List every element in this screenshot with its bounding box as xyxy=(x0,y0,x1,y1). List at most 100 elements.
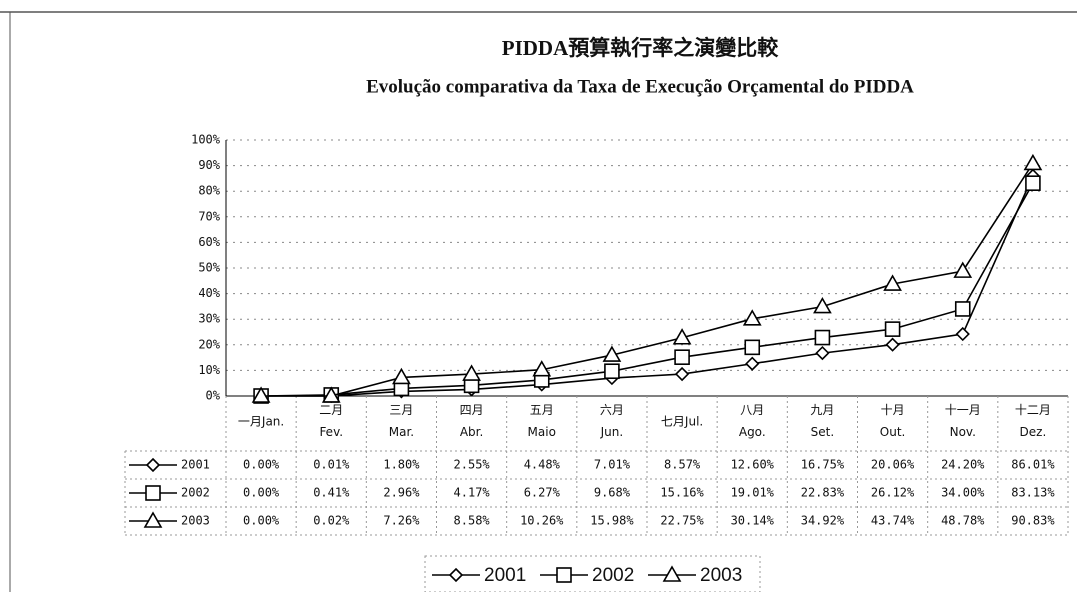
data-label: 83.13% xyxy=(1011,486,1055,500)
x-tick-label-line: Set. xyxy=(811,425,835,439)
x-tick-label: 九月 Set. xyxy=(810,403,834,439)
marker xyxy=(674,366,690,382)
chart-subtitle: Evolução comparativa da Taxa de Execução… xyxy=(366,76,914,97)
data-label: 2.96% xyxy=(383,486,420,500)
marker xyxy=(742,309,762,326)
y-tick-label: 70% xyxy=(198,209,220,223)
data-label: 6.27% xyxy=(524,486,561,500)
marker xyxy=(532,360,552,377)
chart-title: PIDDA預算執行率之演變比較 xyxy=(502,36,779,60)
marker xyxy=(674,349,690,365)
data-label: 34.92% xyxy=(801,514,845,528)
legend-label: 2003 xyxy=(700,565,742,586)
x-tick-label-line: 五月 xyxy=(530,403,554,417)
table-legend-symbol-marker xyxy=(143,511,163,528)
marker xyxy=(672,328,692,345)
marker xyxy=(884,321,901,337)
x-tick-label-line: 九月 xyxy=(810,403,834,417)
marker xyxy=(885,337,900,352)
x-tick-label: 七月Jul. xyxy=(661,415,703,429)
data-label: 19.01% xyxy=(731,486,775,500)
x-tick-label: 十月 Out. xyxy=(880,403,906,439)
series-line xyxy=(261,175,1034,397)
marker xyxy=(814,329,831,346)
y-tick-label: 60% xyxy=(198,235,220,249)
data-label: 0.00% xyxy=(243,486,280,500)
table-legend-symbol-marker xyxy=(145,457,161,473)
legend-symbol-marker xyxy=(556,567,572,583)
marker xyxy=(604,363,620,380)
marker xyxy=(813,296,832,314)
y-tick-label: 100% xyxy=(191,133,221,147)
legend-label: 2001 xyxy=(484,565,526,586)
x-tick-label: 八月 Ago. xyxy=(739,403,766,439)
data-label: 4.17% xyxy=(454,486,491,500)
data-label: 24.20% xyxy=(941,458,985,472)
data-label: 4.48% xyxy=(524,458,561,472)
x-tick-label-line: Dez. xyxy=(1020,425,1047,439)
marker xyxy=(1023,153,1043,171)
x-tick-label: 十二月 Dez. xyxy=(1015,403,1051,439)
data-label: 15.16% xyxy=(660,486,704,500)
x-tick-label-line: 十月 xyxy=(881,403,905,417)
data-label: 90.83% xyxy=(1011,514,1055,528)
marker xyxy=(1025,175,1041,191)
data-label: 34.00% xyxy=(941,486,985,500)
x-tick-label-line: Ago. xyxy=(739,425,766,439)
data-label: 10.26% xyxy=(520,514,564,528)
x-tick-label-line: Fev. xyxy=(319,425,343,439)
x-tick-label-line: Maio xyxy=(528,425,556,439)
y-tick-label: 20% xyxy=(198,337,220,351)
data-label: 8.57% xyxy=(664,458,701,472)
x-tick-label: 六月 Jun. xyxy=(600,403,624,439)
x-tick-label-line: 六月 xyxy=(600,403,624,417)
x-tick-label-line: 八月 xyxy=(740,403,764,417)
x-tick-label: 一月Jan. xyxy=(238,415,284,429)
data-label: 16.75% xyxy=(801,458,845,472)
data-label: 1.80% xyxy=(383,458,420,472)
x-tick-label-line: Nov. xyxy=(950,425,976,439)
data-label: 15.98% xyxy=(590,514,634,528)
data-label: 0.01% xyxy=(313,458,350,472)
y-tick-label: 90% xyxy=(198,158,220,172)
marker xyxy=(883,274,902,291)
data-label: 7.01% xyxy=(594,458,631,472)
data-label: 12.60% xyxy=(731,458,775,472)
x-tick-label-line: 四月 xyxy=(460,403,484,417)
series-line xyxy=(261,163,1034,397)
x-tick-label: 二月 Fev. xyxy=(319,403,343,439)
marker xyxy=(392,367,411,385)
legend-symbol-marker xyxy=(448,567,464,583)
data-label: 30.14% xyxy=(731,514,775,528)
y-tick-label: 0% xyxy=(206,389,221,403)
x-tick-label-line: Abr. xyxy=(460,425,483,439)
marker xyxy=(251,386,271,403)
x-tick-label: 四月 Abr. xyxy=(460,403,484,439)
data-label: 9.68% xyxy=(594,486,631,500)
marker xyxy=(602,345,622,362)
data-label: 86.01% xyxy=(1011,458,1055,472)
y-tick-label: 10% xyxy=(198,363,220,377)
x-tick-label-line: 二月 xyxy=(319,403,343,417)
marker xyxy=(745,356,760,371)
data-label: 0.00% xyxy=(243,514,280,528)
marker xyxy=(815,345,830,361)
table-series-name: 2003 xyxy=(181,514,210,528)
data-label: 0.41% xyxy=(313,486,350,500)
x-tick-label-line: Mar. xyxy=(389,425,414,439)
data-label: 8.58% xyxy=(454,514,491,528)
legend-symbol-marker xyxy=(662,565,682,582)
marker xyxy=(953,261,973,278)
data-label: 0.02% xyxy=(313,514,350,528)
y-tick-label: 40% xyxy=(198,286,220,300)
marker xyxy=(955,326,970,342)
x-tick-label-line: 十二月 xyxy=(1015,403,1051,417)
table-series-name: 2002 xyxy=(181,486,210,500)
data-label: 20.06% xyxy=(871,458,915,472)
table-series-name: 2001 xyxy=(181,458,210,472)
table-legend-symbol-marker xyxy=(145,485,161,501)
series-line xyxy=(261,182,1034,397)
data-label: 43.74% xyxy=(871,514,915,528)
